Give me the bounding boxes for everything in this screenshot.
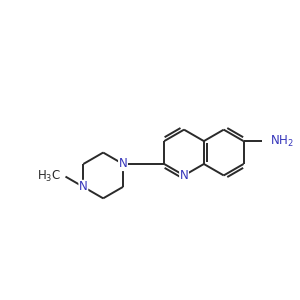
Text: N: N bbox=[118, 158, 127, 170]
Text: NH$_2$: NH$_2$ bbox=[270, 134, 294, 148]
Text: N: N bbox=[180, 169, 188, 182]
Text: N: N bbox=[79, 180, 88, 194]
Text: H$_3$C: H$_3$C bbox=[37, 169, 61, 184]
